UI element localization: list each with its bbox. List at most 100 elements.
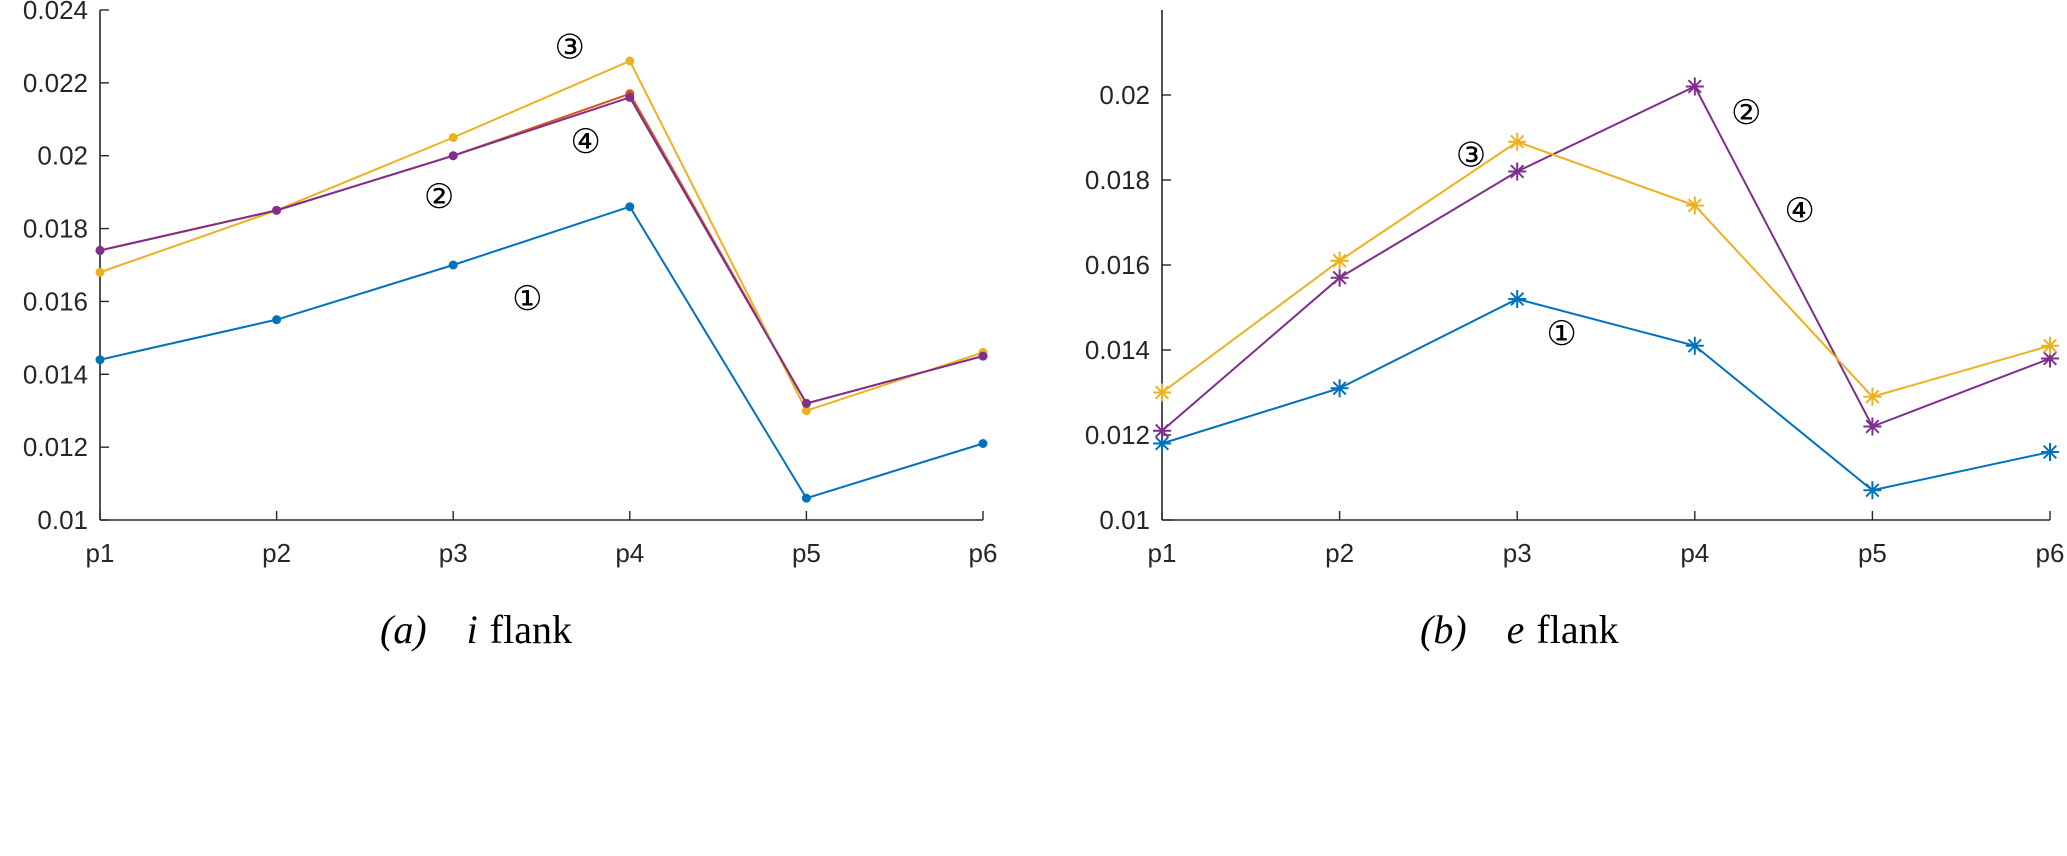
data-point: [1685, 336, 1704, 355]
data-point: [801, 398, 811, 408]
y-tick-label: 0.016: [1085, 250, 1150, 280]
annotation-label: ③: [555, 27, 585, 67]
annotation-label: ③: [1456, 136, 1486, 176]
marker-stroke: [1687, 198, 1702, 213]
chart-panel-b: 0.01 0.012 0.014 0.016 0.018 0.02 p1 p2 p3 p4 p5 p6…: [1085, 10, 2065, 652]
panel-caption: (b) e flank: [1420, 607, 1619, 652]
x-tick-label: p5: [1858, 538, 1887, 568]
y-tick-label: 0.022: [23, 68, 88, 98]
x-tick-label: p2: [1325, 538, 1354, 568]
data-point: [448, 151, 458, 161]
x-tick-label: p6: [969, 538, 998, 568]
marker-stroke: [1332, 270, 1347, 285]
y-tick-label: 0.02: [1099, 80, 1150, 110]
marker-stroke: [1687, 79, 1702, 94]
series-line: [99, 96, 984, 405]
annotation-label: ①: [1546, 314, 1576, 354]
x-tick-label: p4: [615, 538, 644, 568]
data-point: [95, 355, 105, 365]
marker-stroke: [1154, 436, 1170, 451]
series-s1: [95, 202, 988, 503]
marker-stroke: [2042, 338, 2058, 353]
data-point: [1685, 196, 1704, 215]
x-tick-label: p1: [1148, 538, 1177, 568]
marker-stroke: [1865, 419, 1880, 434]
data-point: [272, 205, 282, 215]
series-s2: [95, 89, 988, 408]
y-tick-label: 0.024: [23, 0, 88, 25]
data-point: [625, 202, 635, 212]
data-point: [1685, 77, 1704, 96]
marker-stroke: [1510, 134, 1525, 149]
data-point: [978, 439, 988, 448]
y-tick-label: 0.01: [37, 505, 88, 535]
annotation-label: ④: [570, 122, 600, 162]
y-tick-label: 0.014: [23, 359, 88, 389]
caption-italic-text: i: [467, 607, 478, 652]
y-tick-label: 0.018: [1085, 165, 1150, 195]
data-point: [272, 315, 282, 325]
x-tick-label: p3: [1503, 538, 1532, 568]
x-tick-label: p6: [2036, 538, 2065, 568]
data-point: [1863, 481, 1882, 500]
marker-stroke: [1687, 338, 1702, 353]
caption-text: flank: [490, 607, 572, 652]
y-tick-label: 0.012: [1085, 420, 1150, 450]
y-tick-label: 0.014: [1085, 335, 1150, 365]
annotation-label: ④: [1784, 191, 1814, 231]
series-line: [99, 92, 984, 405]
y-tick-label: 0.016: [23, 286, 88, 316]
marker-stroke: [1154, 385, 1170, 400]
series-s3: [1153, 132, 2059, 406]
data-point: [1330, 251, 1349, 270]
series-s2: [1153, 77, 2059, 440]
y-tick-label: 0.01: [1099, 505, 1150, 535]
caption-italic-text: e: [1507, 607, 1525, 652]
marker-stroke: [1510, 291, 1525, 307]
data-point: [1330, 268, 1349, 287]
series-line: [1161, 297, 2051, 492]
marker-stroke: [2042, 351, 2058, 366]
data-point: [448, 260, 458, 270]
chart-panel-a: 0.01 0.012 0.014 0.016 0.018 0.02 0.022 0.024 p1…: [23, 0, 998, 652]
x-tick-label: p4: [1680, 538, 1709, 568]
marker-stroke: [1510, 164, 1525, 179]
marker-stroke: [2042, 444, 2058, 460]
data-point: [625, 56, 635, 66]
data-point: [1508, 162, 1527, 181]
x-tick-label: p1: [86, 538, 115, 568]
series-s4: [95, 92, 988, 408]
series-s1: [1153, 290, 2059, 500]
data-point: [801, 406, 811, 416]
data-point: [448, 133, 458, 142]
data-point: [1153, 383, 1171, 402]
data-point: [1330, 379, 1349, 398]
data-point: [1863, 417, 1882, 436]
series-line: [1161, 140, 2051, 398]
caption-label: (a): [380, 607, 427, 652]
x-tick-label: p3: [439, 538, 468, 568]
data-point: [1153, 421, 1171, 440]
x-tick-label: p5: [792, 538, 821, 568]
data-point: [1508, 132, 1527, 151]
caption-text: flank: [1536, 607, 1618, 652]
data-point: [625, 92, 635, 102]
data-point: [2041, 443, 2059, 461]
annotation-label: ②: [1731, 93, 1761, 133]
series-line: [99, 59, 984, 412]
series-line: [99, 205, 984, 500]
panel-caption: (a) i flank: [380, 607, 572, 652]
series-line: [1161, 85, 2051, 432]
x-tick-label: p2: [262, 538, 291, 568]
data-point: [2041, 336, 2059, 355]
marker-stroke: [1332, 381, 1347, 396]
data-point: [1863, 387, 1882, 406]
data-point: [1508, 290, 1527, 308]
data-point: [95, 245, 105, 255]
marker-stroke: [1154, 423, 1170, 438]
caption-label: (b): [1420, 607, 1467, 652]
marker-stroke: [1865, 483, 1880, 498]
annotation-label: ①: [512, 279, 542, 319]
y-tick-label: 0.012: [23, 432, 88, 462]
